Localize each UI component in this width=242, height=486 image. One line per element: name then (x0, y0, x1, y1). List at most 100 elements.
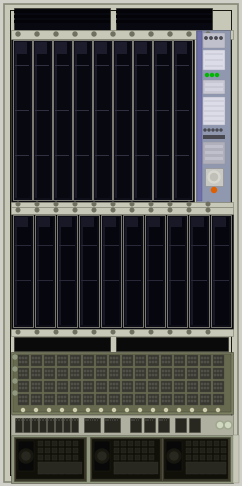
Bar (122, 394, 133, 405)
Bar (192, 217, 204, 227)
Circle shape (165, 383, 167, 385)
Circle shape (217, 370, 219, 372)
Circle shape (110, 387, 112, 389)
Bar (149, 455, 154, 460)
Circle shape (178, 357, 180, 359)
Circle shape (178, 374, 180, 376)
Bar (115, 42, 130, 198)
Bar (14, 20, 110, 23)
Bar (59, 418, 60, 421)
Circle shape (87, 396, 89, 398)
Circle shape (90, 370, 92, 372)
Bar (174, 355, 185, 366)
Circle shape (204, 396, 206, 398)
Circle shape (84, 396, 86, 398)
Bar (95, 110, 109, 111)
Circle shape (38, 370, 40, 372)
Bar (204, 115, 224, 117)
Circle shape (22, 361, 24, 363)
Bar (43, 418, 44, 421)
Circle shape (206, 202, 210, 206)
Circle shape (175, 357, 177, 359)
Circle shape (48, 370, 50, 372)
Circle shape (220, 396, 222, 398)
Circle shape (16, 32, 20, 36)
Bar (204, 120, 224, 122)
Circle shape (165, 387, 167, 389)
Circle shape (38, 361, 40, 363)
Circle shape (208, 171, 220, 183)
Circle shape (212, 129, 214, 131)
Bar (59, 441, 64, 446)
Bar (14, 437, 86, 481)
Circle shape (149, 387, 151, 389)
Circle shape (100, 374, 102, 376)
Circle shape (129, 357, 131, 359)
Circle shape (215, 37, 217, 39)
Circle shape (113, 409, 115, 412)
Circle shape (129, 374, 131, 376)
Bar (52, 462, 57, 467)
Circle shape (217, 409, 219, 412)
Circle shape (110, 383, 112, 385)
Circle shape (188, 361, 190, 363)
Bar (149, 448, 154, 453)
Circle shape (22, 452, 30, 460)
Bar (128, 469, 133, 474)
Bar (175, 418, 186, 432)
Bar (187, 355, 198, 366)
Circle shape (130, 330, 134, 334)
Bar (31, 368, 42, 379)
Circle shape (207, 361, 209, 363)
Circle shape (22, 400, 24, 402)
Circle shape (61, 400, 63, 402)
Bar (205, 88, 223, 91)
Circle shape (60, 409, 63, 412)
Bar (63, 418, 70, 432)
Bar (233, 435, 239, 483)
Bar (221, 462, 226, 467)
Bar (135, 462, 140, 467)
Circle shape (113, 383, 115, 385)
Circle shape (216, 421, 224, 429)
Circle shape (35, 370, 37, 372)
Bar (121, 455, 126, 460)
Bar (147, 418, 149, 421)
Bar (128, 455, 133, 460)
Bar (73, 441, 78, 446)
Circle shape (45, 400, 47, 402)
Circle shape (123, 361, 125, 363)
Circle shape (162, 400, 164, 402)
Bar (189, 215, 209, 327)
Bar (57, 355, 68, 366)
Bar (135, 394, 146, 405)
Circle shape (32, 387, 34, 389)
Circle shape (58, 361, 60, 363)
Bar (105, 418, 106, 421)
Bar (142, 441, 147, 446)
Bar (25, 418, 27, 421)
Circle shape (149, 374, 151, 376)
Circle shape (51, 374, 53, 376)
Bar (166, 418, 167, 421)
Circle shape (214, 361, 216, 363)
Circle shape (139, 383, 141, 385)
Circle shape (204, 383, 206, 385)
Circle shape (217, 396, 219, 398)
Circle shape (51, 383, 53, 385)
Bar (15, 217, 31, 325)
Circle shape (22, 357, 24, 359)
Circle shape (220, 370, 222, 372)
Circle shape (100, 370, 102, 372)
Bar (213, 280, 229, 281)
Circle shape (208, 129, 210, 131)
Circle shape (139, 370, 141, 372)
Circle shape (191, 400, 193, 402)
Bar (125, 217, 127, 325)
Circle shape (155, 400, 157, 402)
Bar (123, 215, 143, 327)
Circle shape (224, 421, 232, 429)
Bar (121, 448, 126, 453)
Bar (15, 217, 17, 325)
Circle shape (190, 409, 194, 412)
